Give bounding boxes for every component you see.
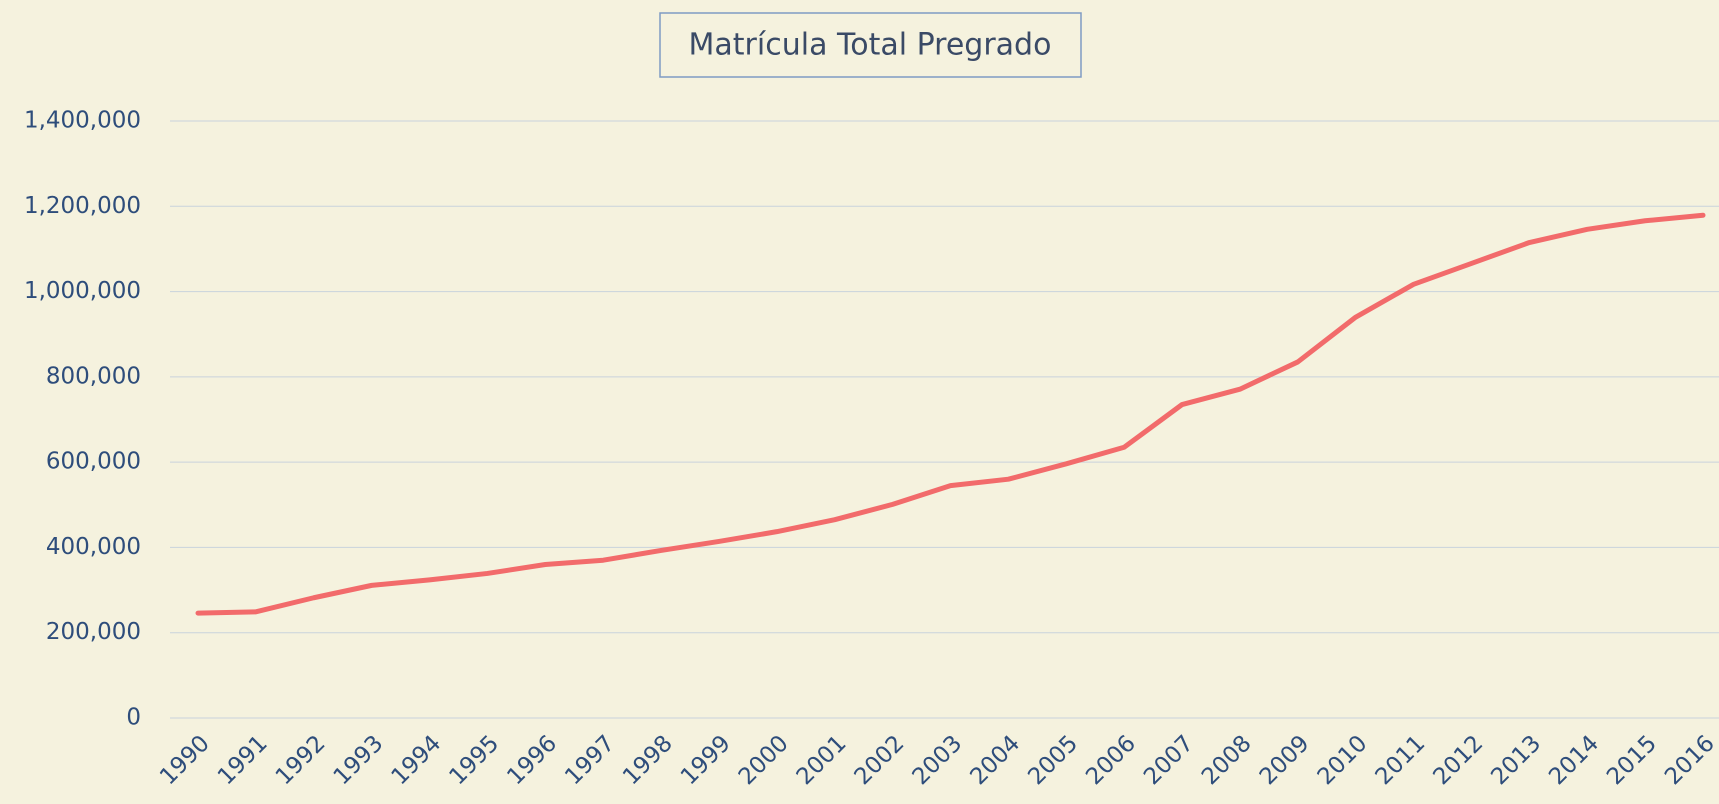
y-tick-label: 200,000 [46,619,141,645]
y-tick-label: 800,000 [46,363,141,389]
y-tick-label: 1,200,000 [24,193,141,219]
line-series [195,212,1706,616]
y-tick-label: 1,400,000 [24,108,141,134]
y-tick-label: 1,000,000 [24,278,141,304]
title-box [659,12,1082,78]
y-tick-label: 400,000 [46,534,141,560]
y-tick-label: 0 [126,705,141,731]
chart-title: Matrícula Total Pregrado [689,28,1052,63]
y-tick-label: 600,000 [46,449,141,475]
